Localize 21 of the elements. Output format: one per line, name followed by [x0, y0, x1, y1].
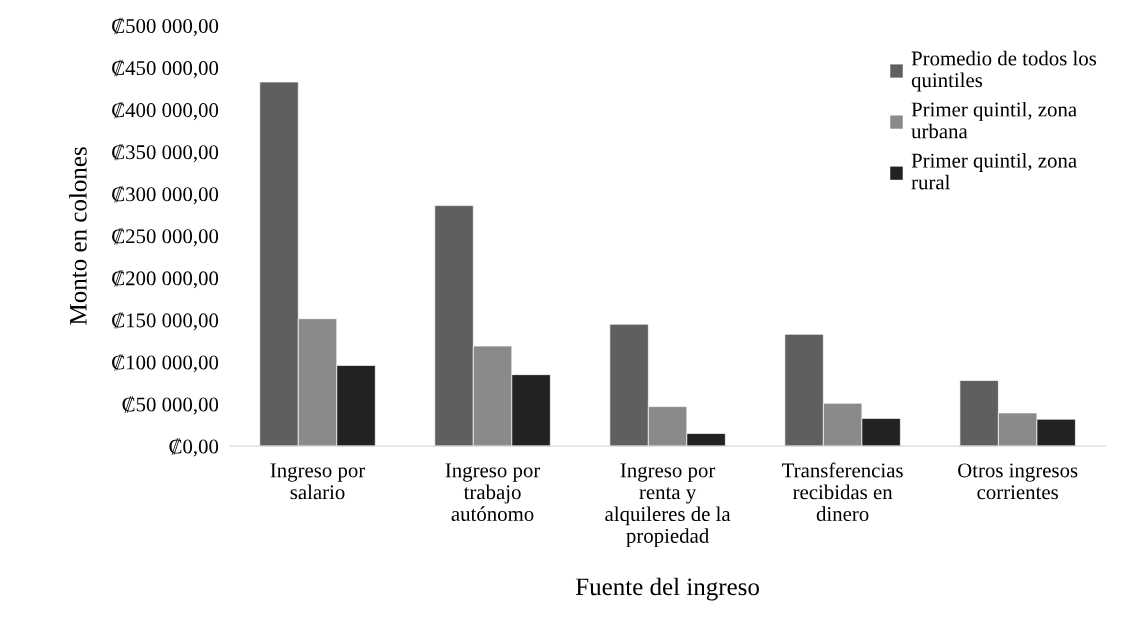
y-tick-label: ₡450 000,00 [112, 59, 219, 79]
y-axis-title: Monto en colones [69, 147, 87, 325]
y-tick-label: ₡100 000,00 [112, 354, 219, 373]
legend-label: Promedio de todos los quintiles [911, 50, 1097, 92]
x-tick-label: Ingreso por salario [270, 463, 366, 500]
x-tick-label: Transferencias recibidas en dinero [782, 462, 903, 522]
y-tick-label: ₡50 000,00 [122, 396, 219, 415]
y-tick-label: ₡200 000,00 [112, 270, 219, 289]
y-tick-label: ₡250 000,00 [112, 228, 219, 247]
y-tick-label: ₡0,00 [169, 438, 219, 457]
legend-label: Primer quintil, zona urbana [911, 101, 1077, 139]
x-tick-label: Otros ingresos corrientes [958, 463, 1078, 500]
y-tick-label: ₡500 000,00 [112, 17, 219, 37]
y-tick-label: ₡150 000,00 [112, 312, 219, 331]
x-tick-label: Ingreso por renta y alquileres de la propiedad [605, 463, 731, 548]
x-axis-title: Fuente del ingreso [575, 577, 759, 601]
x-tick-label: Ingreso por trabajo autónomo [445, 463, 541, 522]
y-tick-label: ₡400 000,00 [112, 101, 219, 121]
legend-label: Primer quintil, zona rural [911, 152, 1077, 190]
y-tick-label: ₡300 000,00 [112, 186, 219, 205]
y-tick-label: ₡350 000,00 [112, 143, 219, 163]
